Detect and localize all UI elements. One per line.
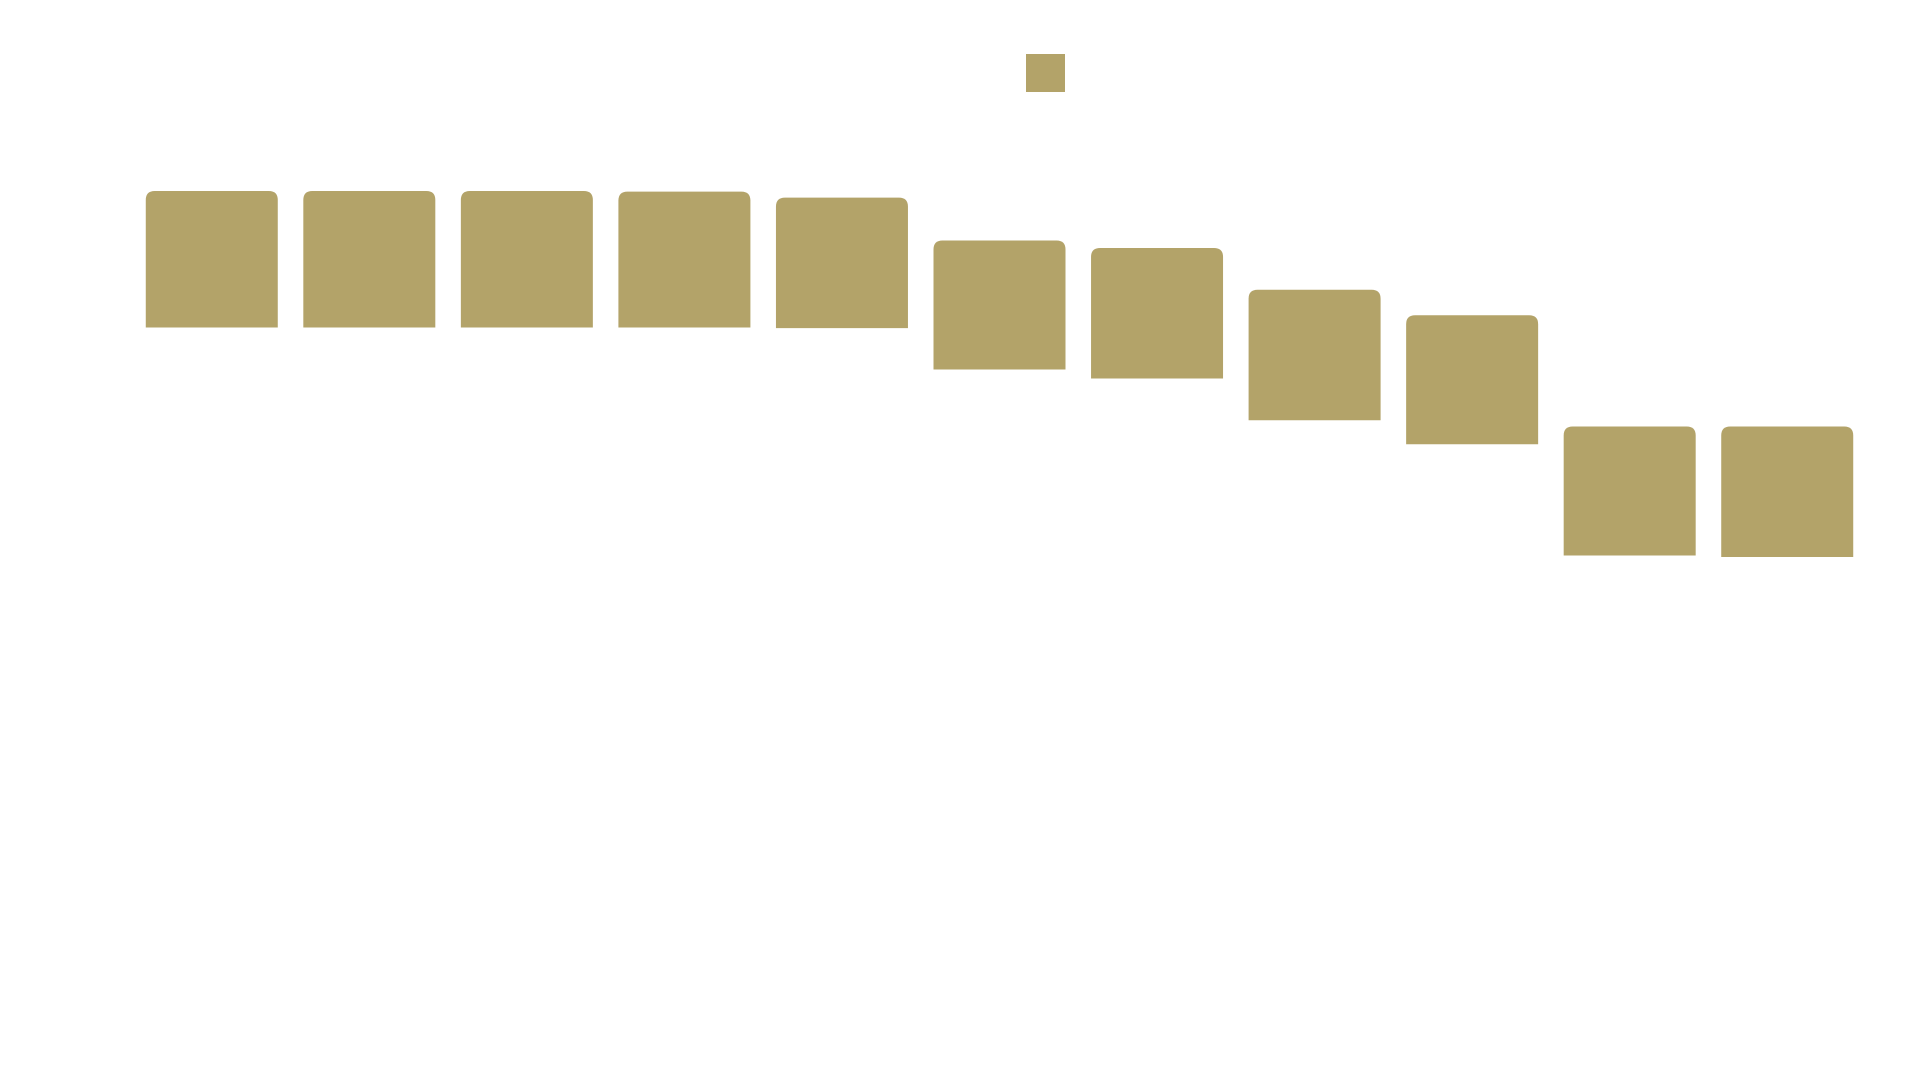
- legend-swatch: [1026, 54, 1065, 92]
- bar-6: [933, 240, 1066, 370]
- bar-11: [1721, 426, 1854, 557]
- bar-1: [145, 191, 278, 328]
- bar-2: [303, 191, 436, 328]
- bar-7: [1091, 248, 1224, 379]
- bar-9: [1406, 315, 1539, 445]
- bar-10: [1563, 426, 1696, 556]
- bar-3: [460, 191, 593, 328]
- bar-4: [618, 191, 751, 328]
- bar-8: [1248, 289, 1381, 421]
- legend: [1026, 54, 1073, 92]
- bar-5: [775, 197, 908, 329]
